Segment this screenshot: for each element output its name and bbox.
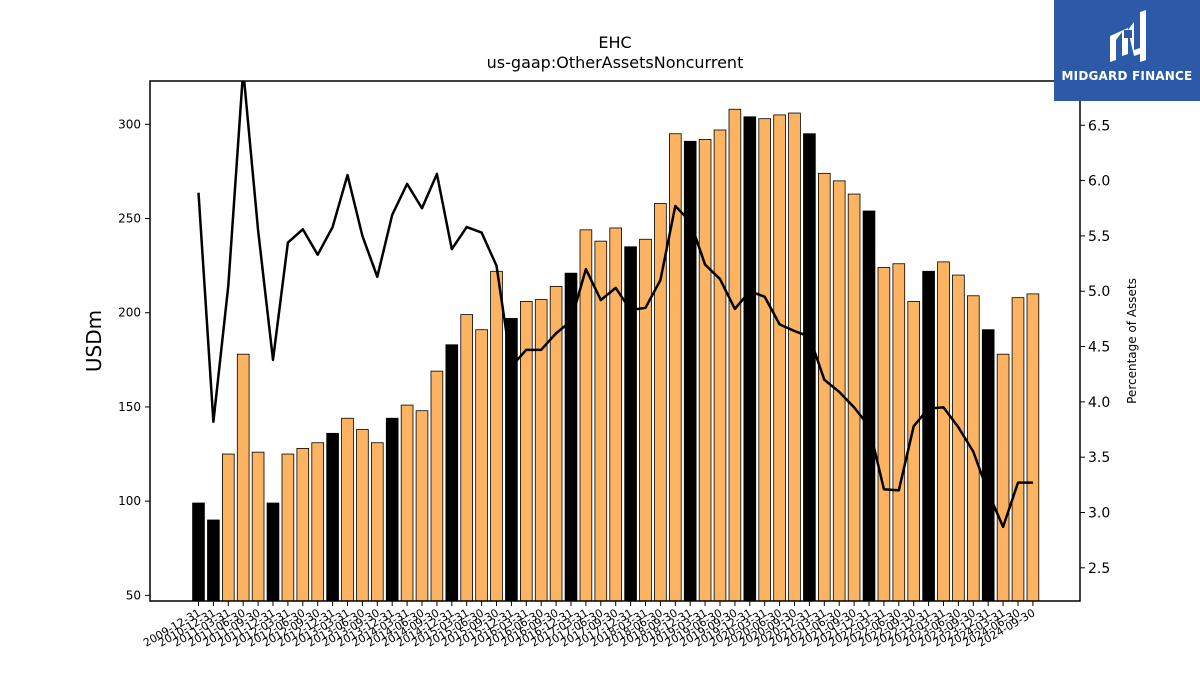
bar [743,116,757,602]
bar [639,238,652,602]
bar [207,519,220,602]
bar [922,270,935,602]
x-axis: 2009-12-312010-12-312011-03-312011-06-30… [141,601,1037,650]
bar [266,502,280,602]
bar [475,329,488,602]
bar [624,246,637,602]
y-axis-left: 50 100 150 200 250 300 [118,117,150,602]
logo-text: MIDGARD FINANCE [1061,69,1193,83]
bar [445,344,459,602]
y2-tick-label: 5.5 [1088,229,1110,245]
y-tick-label: 50 [126,588,141,602]
plot-frame [149,80,1081,602]
y2-axis-label: Percentage of Assets [1125,278,1139,404]
y2-tick-label: 2.5 [1088,561,1110,577]
y2-tick-label: 3.0 [1088,505,1110,521]
y-axis-right: 2.5 3.0 3.5 4.0 4.5 5.0 5.5 6.0 6.5 [1080,118,1110,577]
bar [788,112,801,602]
bar [370,442,384,602]
y2-tick-label: 4.0 [1088,395,1110,411]
bar [296,447,310,602]
y2-tick-label: 4.5 [1088,340,1110,356]
bar [356,429,369,602]
bar [281,453,295,602]
bar [937,261,950,602]
bar [669,133,682,602]
bar [192,502,205,602]
bar [996,353,1010,602]
bar [862,210,876,602]
y2-tick-label: 6.5 [1088,118,1110,134]
bar [877,267,891,602]
chart-subtitle: us-gaap:OtherAssetsNoncurrent [487,53,744,72]
bar [683,140,697,602]
percentage-line [197,81,1033,529]
bar [967,295,980,602]
bar [728,108,742,602]
chart-title: EHC [598,33,631,52]
bars-group [192,108,1040,602]
y2-tick-label: 5.0 [1088,284,1110,300]
bar [341,417,354,602]
y-tick-label: 200 [118,306,141,320]
y-tick-label: 150 [118,400,141,414]
bar [952,274,965,602]
y2-tick-label: 3.5 [1088,450,1110,466]
bar [698,139,712,602]
y2-tick-label: 6.0 [1088,174,1110,190]
bar [1011,297,1025,602]
bar [907,301,920,602]
bar [758,118,771,602]
bar [713,129,727,602]
bar [311,442,324,602]
bar [385,417,399,602]
y-tick-label: 250 [118,212,141,226]
bar [236,353,250,602]
bar [981,329,995,602]
bar [818,172,831,602]
bar [1026,293,1040,602]
bar [803,133,816,602]
bar [251,451,265,602]
bar [609,227,622,602]
bar [400,404,414,602]
bar [460,314,473,602]
y-tick-label: 100 [118,494,141,508]
bar [773,114,786,602]
bar [892,263,906,602]
y-tick-label: 300 [118,117,141,131]
bar [415,410,429,602]
bar [847,193,861,602]
bar [221,453,235,602]
y-axis-label: USDm [82,310,106,372]
bar [520,301,533,602]
logo-mark-icon [1110,10,1146,62]
brand-logo: MIDGARD FINANCE [1054,0,1200,101]
bar [430,370,444,602]
bar [490,270,503,602]
line-group [197,81,1033,529]
bar [326,432,339,602]
